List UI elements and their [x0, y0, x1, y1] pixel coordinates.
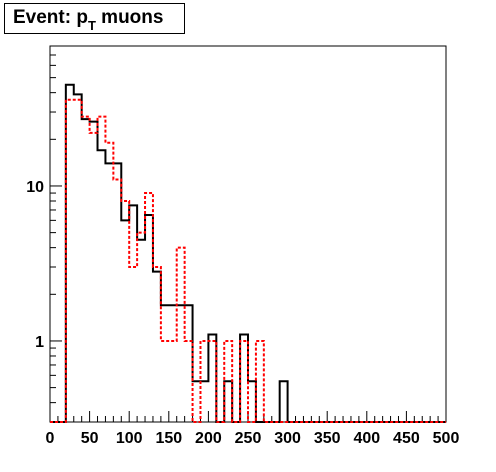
y-tick-label: 10 [26, 179, 44, 196]
x-tick-label: 250 [235, 430, 262, 447]
x-tick-label: 350 [314, 430, 341, 447]
x-tick-label: 150 [155, 430, 182, 447]
title-main: Event: p [13, 7, 88, 28]
chart-title-box: Event: pT muons [4, 3, 185, 34]
histogram-series-2 [50, 98, 446, 423]
x-tick-label: 450 [393, 430, 420, 447]
x-tick-label: 400 [353, 430, 380, 447]
title-subscript: T [87, 18, 96, 33]
x-tick-label: 500 [433, 430, 460, 447]
x-tick-label: 100 [116, 430, 143, 447]
y-tick-label: 1 [35, 334, 44, 351]
chart-title: Event: pT muons [13, 7, 164, 33]
title-suffix: muons [95, 7, 164, 28]
x-tick-label: 0 [46, 430, 55, 447]
x-tick-label: 200 [195, 430, 222, 447]
x-tick-label: 50 [81, 430, 99, 447]
x-tick-label: 300 [274, 430, 301, 447]
